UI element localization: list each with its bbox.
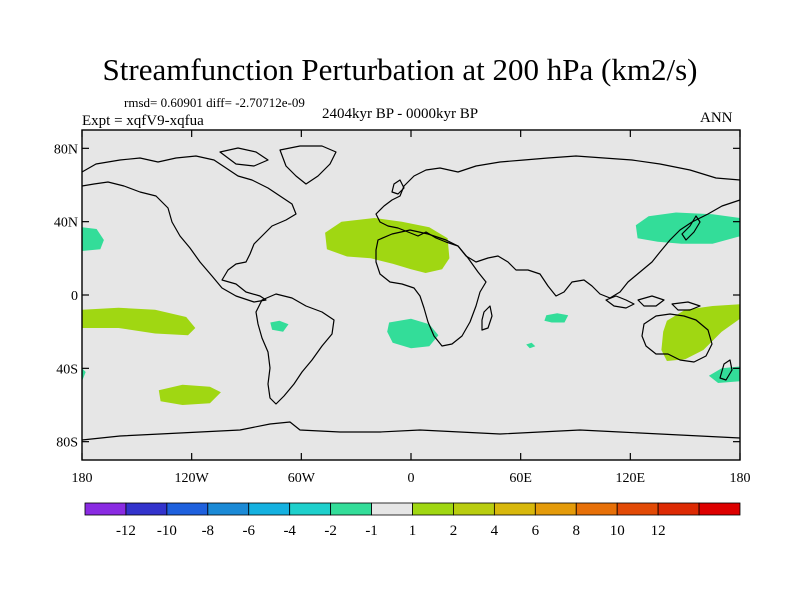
chart-title: Streamfunction Perturbation at 200 hPa (… — [102, 52, 698, 87]
anomaly-south-america-small — [270, 320, 289, 332]
coastline-indonesia — [605, 295, 701, 311]
colorbar-label: -12 — [116, 523, 136, 539]
anomaly-fill-layer — [82, 212, 740, 405]
lat-tick-label: 80N — [54, 142, 78, 157]
colorbar-label: -4 — [283, 523, 296, 539]
colorbar-swatch — [616, 502, 659, 516]
colorbar-label: 4 — [491, 523, 499, 539]
colorbar-label: -2 — [324, 523, 337, 539]
longitude-axis: 180 120W 60W 0 60E 120E 180 — [72, 130, 751, 486]
colorbar-swatch — [166, 502, 209, 516]
colorbar-label: 10 — [610, 523, 625, 539]
colorbar-label: -1 — [365, 523, 378, 539]
lon-tick-label: 120E — [616, 471, 646, 486]
anomaly-south-indian-east — [82, 368, 86, 382]
colorbar-label: 1 — [409, 523, 417, 539]
coastline-new-zealand — [719, 359, 733, 381]
rmsd-diff-stats: rmsd= 0.60901 diff= -2.70712e-09 — [124, 95, 305, 110]
colorbar-label: -8 — [202, 523, 215, 539]
lon-tick-label: 60W — [288, 471, 316, 486]
colorbar-label: 8 — [573, 523, 581, 539]
colorbar: -12 -10 -8 -6 -4 -2 -1 1 2 4 6 8 10 12 — [84, 502, 741, 539]
anomaly-southern-ocean-pacific — [158, 384, 221, 405]
coastlines — [81, 145, 741, 441]
coastline-north-america — [81, 155, 297, 303]
lat-tick-label: 40S — [56, 362, 78, 377]
anomaly-indian-ocean-small — [544, 313, 569, 323]
lon-tick-label: 60E — [509, 471, 532, 486]
colorbar-label: -6 — [243, 523, 256, 539]
colorbar-swatch — [289, 502, 332, 516]
colorbar-swatch — [371, 502, 413, 516]
anomaly-south-indian-tiny — [526, 342, 536, 349]
latitude-axis: 80N 40N 0 40S 80S — [54, 142, 740, 451]
season-label: ANN — [700, 110, 733, 126]
coastline-greenland — [279, 145, 337, 185]
coastline-south-america — [255, 293, 335, 405]
coastline-australia — [641, 313, 713, 363]
experiment-label: Expt = xqfV9-xqfua — [82, 113, 204, 129]
anomaly-north-pacific-east — [82, 227, 104, 251]
lon-tick-label: 180 — [730, 471, 751, 486]
period-label: 2404kyr BP - 0000kyr BP — [322, 106, 479, 122]
coastline-antarctica — [81, 421, 741, 441]
coastline-japan — [681, 215, 701, 241]
colorbar-label: 12 — [651, 523, 666, 539]
coastline-africa — [375, 229, 487, 347]
colorbar-swatch — [207, 502, 250, 516]
lat-tick-label: 80S — [56, 436, 78, 451]
colorbar-swatch — [575, 502, 618, 516]
colorbar-swatch — [330, 502, 372, 516]
lon-tick-label: 120W — [175, 471, 210, 486]
anomaly-south-pacific-east — [82, 307, 196, 336]
colorbar-label: -10 — [157, 523, 177, 539]
lon-tick-label: 180 — [72, 471, 93, 486]
colorbar-swatch — [698, 502, 741, 516]
lat-tick-label: 0 — [71, 289, 78, 304]
map-background — [82, 130, 740, 460]
coastline-madagascar — [481, 305, 493, 331]
colorbar-swatch — [534, 502, 577, 516]
colorbar-swatch — [412, 502, 454, 516]
colorbar-swatch — [125, 502, 168, 516]
colorbar-swatch — [657, 502, 700, 516]
coastline-uk — [391, 179, 405, 195]
colorbar-swatch — [84, 502, 127, 516]
anomaly-south-atlantic — [387, 318, 439, 349]
lat-tick-label: 40N — [54, 216, 78, 231]
coastline-arctic-islands — [219, 147, 269, 167]
colorbar-label: 2 — [450, 523, 458, 539]
map-plot-area — [81, 129, 741, 461]
colorbar-swatch — [453, 502, 495, 516]
anomaly-australia-west-pacific — [661, 304, 740, 361]
colorbar-swatch — [493, 502, 536, 516]
colorbar-label: 6 — [532, 523, 540, 539]
lon-tick-label: 0 — [408, 471, 415, 486]
colorbar-swatch — [248, 502, 291, 516]
